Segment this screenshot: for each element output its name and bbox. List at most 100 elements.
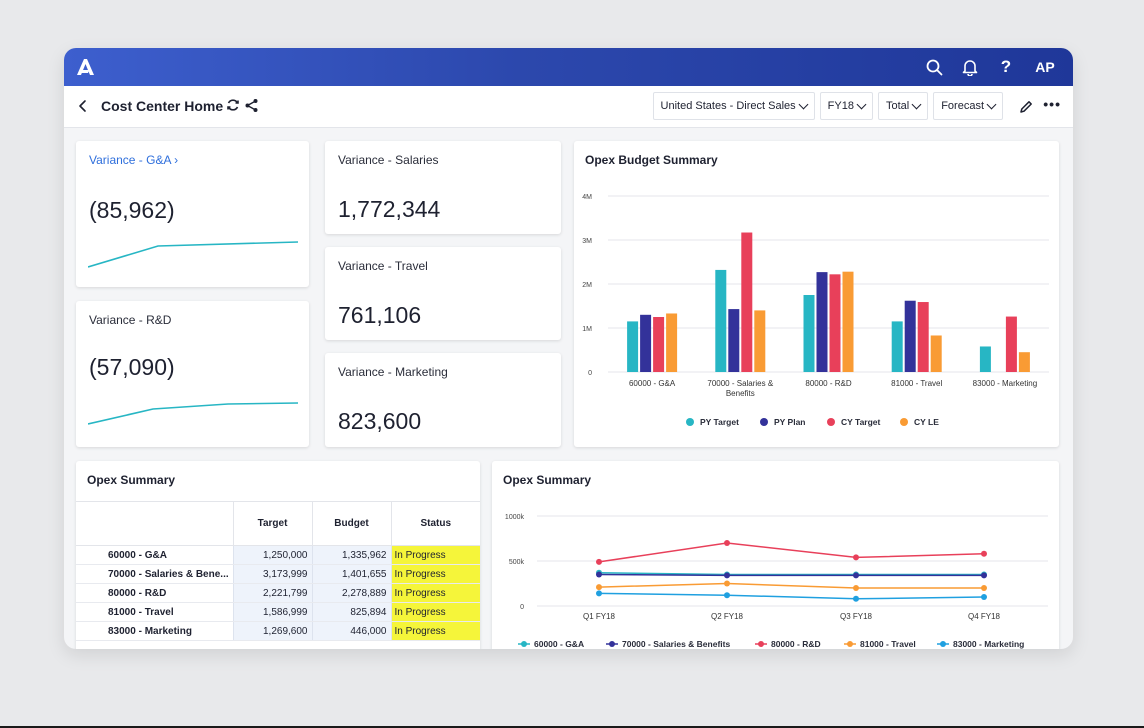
kpi-card-marketing[interactable]: Variance - Marketing 823,600	[325, 353, 561, 447]
bar-cy-target[interactable]	[653, 317, 665, 372]
bar-py-plan[interactable]	[816, 272, 828, 372]
line-point[interactable]	[724, 572, 730, 579]
region-filter-dropdown[interactable]: United States - Direct Sales	[652, 92, 815, 120]
bar-cy-target[interactable]	[1005, 316, 1017, 372]
bar-cy-target[interactable]	[829, 274, 841, 372]
pencil-icon[interactable]	[1019, 100, 1033, 114]
status-cell: In Progress	[390, 564, 480, 584]
line-point[interactable]	[724, 592, 730, 599]
line-series[interactable]	[598, 571, 984, 576]
kpi-marketing-value: 823,600	[338, 408, 422, 434]
legend-item[interactable]: CY LE	[900, 417, 939, 427]
table-header-budget[interactable]: Budget	[311, 501, 391, 546]
total-filter-dropdown[interactable]: Total	[877, 92, 929, 120]
sparkline-ga	[88, 241, 298, 268]
legend-swatch	[827, 418, 835, 426]
table-row[interactable]: 83000 - Marketing 1,269,600 446,000 In Prog…	[76, 621, 480, 641]
table-header-status[interactable]: Status	[390, 501, 480, 546]
line-point[interactable]	[981, 572, 987, 579]
kpi-card-ga[interactable]: Variance - G&A › (85,962)	[76, 141, 309, 287]
bar-py-target[interactable]	[627, 321, 639, 372]
y-tick-label: 500k	[509, 559, 525, 566]
row-name-cell[interactable]: 80000 - R&D	[76, 583, 233, 603]
scenario-filter-dropdown[interactable]: Forecast	[933, 92, 1003, 120]
chevron-right-icon: ›	[174, 153, 179, 167]
line-point[interactable]	[853, 572, 859, 579]
kpi-rd-title: Variance - R&D	[89, 313, 172, 327]
bar-cy-le[interactable]	[930, 335, 942, 372]
table-row[interactable]: 60000 - G&A 1,250,000 1,335,962 In Progress	[76, 545, 480, 565]
bell-icon[interactable]	[961, 58, 979, 76]
bar-py-plan[interactable]	[728, 309, 740, 372]
legend-label: 83000 - Marketing	[953, 639, 1024, 649]
bar-cy-target[interactable]	[741, 232, 753, 372]
x-tick-label: Q1 FY18	[583, 612, 616, 621]
legend-item[interactable]: 81000 - Travel	[844, 639, 916, 649]
row-name-cell[interactable]: 60000 - G&A	[76, 545, 233, 565]
legend-item[interactable]: 60000 - G&A	[518, 639, 584, 649]
legend-item[interactable]: 83000 - Marketing	[937, 639, 1024, 649]
chevron-down-icon	[856, 99, 867, 110]
bar-cy-le[interactable]	[666, 313, 678, 372]
line-point[interactable]	[596, 558, 602, 565]
row-name-cell[interactable]: 83000 - Marketing	[76, 621, 233, 641]
line-point[interactable]	[981, 585, 987, 591]
table-row[interactable]: 81000 - Travel 1,586,999 825,894 In Progres…	[76, 602, 480, 622]
line-point[interactable]	[596, 571, 602, 578]
bar-cy-le[interactable]	[842, 271, 854, 372]
line-point[interactable]	[981, 594, 987, 600]
line-point[interactable]	[853, 554, 859, 561]
line-series[interactable]	[598, 582, 984, 589]
line-point[interactable]	[981, 550, 987, 557]
back-arrow-icon[interactable]	[76, 98, 90, 114]
search-icon[interactable]	[925, 58, 943, 76]
row-name-cell[interactable]: 70000 - Salaries & Bene...	[76, 564, 233, 584]
bar-cy-target[interactable]	[917, 302, 929, 372]
x-tick-label: 80000 - R&D	[805, 379, 851, 388]
opex-summary-table-title: Opex Summary	[87, 473, 176, 487]
bar-py-plan[interactable]	[904, 300, 916, 372]
page-title: Cost Center Home	[101, 98, 224, 114]
share-icon[interactable]	[244, 98, 259, 113]
more-icon[interactable]: •••	[1043, 96, 1061, 112]
row-name-cell[interactable]: 81000 - Travel	[76, 602, 233, 622]
line-point[interactable]	[724, 580, 730, 587]
bar-cy-le[interactable]	[754, 310, 766, 372]
year-filter-dropdown[interactable]: FY18	[819, 92, 873, 120]
user-avatar[interactable]: AP	[1035, 59, 1055, 75]
legend-item[interactable]: PY Plan	[760, 417, 806, 427]
kpi-card-salaries[interactable]: Variance - Salaries 1,772,344	[325, 141, 561, 234]
line-point[interactable]	[596, 584, 602, 591]
line-series[interactable]	[598, 592, 985, 600]
line-point[interactable]	[853, 585, 859, 591]
bar-py-plan[interactable]	[640, 314, 652, 372]
line-series[interactable]	[598, 542, 985, 563]
bar-py-target[interactable]	[979, 346, 991, 372]
bar-cy-le[interactable]	[1018, 352, 1030, 372]
bar-py-target[interactable]	[715, 269, 727, 372]
legend-item[interactable]: PY Target	[686, 417, 739, 427]
table-row[interactable]: 70000 - Salaries & Bene... 3,173,999 1,401…	[76, 564, 480, 584]
kpi-card-travel[interactable]: Variance - Travel 761,106	[325, 247, 561, 340]
bar-py-target[interactable]	[891, 321, 903, 372]
legend-item[interactable]: 80000 - R&D	[755, 639, 821, 649]
kpi-ga-value: (85,962)	[89, 197, 175, 223]
logo-icon[interactable]	[74, 56, 96, 78]
table-header-target[interactable]: Target	[232, 501, 312, 546]
kpi-card-rd[interactable]: Variance - R&D (57,090)	[76, 301, 309, 447]
legend-item[interactable]: CY Target	[827, 417, 881, 427]
line-point[interactable]	[596, 590, 602, 597]
legend-swatch	[760, 418, 768, 426]
app-window: ? AP Cost Center Home United States - Di…	[64, 48, 1073, 649]
refresh-icon[interactable]	[226, 98, 240, 112]
budget-cell: 825,894	[311, 602, 391, 622]
line-point[interactable]	[724, 540, 730, 546]
bar-py-target[interactable]	[803, 295, 815, 372]
legend-swatch	[521, 641, 527, 647]
kpi-ga-title[interactable]: Variance - G&A ›	[89, 153, 179, 167]
line-series[interactable]	[598, 573, 984, 577]
line-point[interactable]	[853, 595, 859, 602]
table-row[interactable]: 80000 - R&D 2,221,799 2,278,889 In Progress	[76, 583, 480, 603]
legend-item[interactable]: 70000 - Salaries & Benefits	[606, 639, 730, 649]
help-icon[interactable]: ?	[1000, 57, 1012, 76]
